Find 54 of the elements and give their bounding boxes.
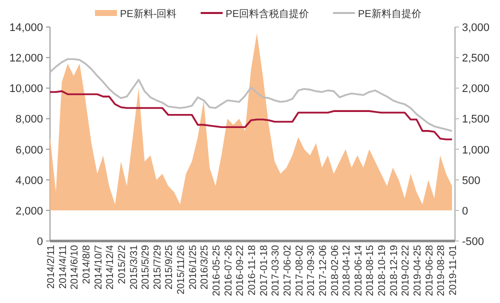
x-tick-label: 2019-08-28	[436, 244, 448, 296]
x-tick-label: 2016-09-22	[235, 244, 246, 296]
x-tick-label: 2018-06-14	[353, 244, 364, 296]
x-tick-label: 2017-01-18	[258, 244, 270, 296]
y-tick-label: 2,000	[15, 205, 43, 218]
y2-tick-label: 3,000	[462, 22, 490, 34]
x-tick-label: 2016/3/25	[200, 244, 211, 290]
legend-label: PE新料自提价	[358, 8, 422, 20]
x-tick-label: 2015/2/2	[116, 244, 128, 284]
y2-tick-label: -500	[462, 236, 484, 248]
x-tick-label: 2016-11-18	[247, 244, 258, 296]
x-tick-label: 2019-11-01	[448, 244, 459, 296]
x-tick-label: 2017-12-06	[318, 244, 329, 296]
y-tick-label: 0	[36, 236, 43, 248]
x-tick-label: 2018-04-12	[342, 244, 353, 296]
x-tick-label: 2016/1/25	[188, 244, 199, 290]
x-tick-label: 2018-10-19	[377, 244, 388, 296]
y-tick-label: 6,000	[15, 144, 43, 156]
x-tick-label: 2015/9/25	[164, 244, 176, 290]
x-tick-label: 2015/5/29	[140, 244, 152, 290]
x-tick-label: 2015/7/29	[152, 244, 164, 290]
y-tick-label: 10,000	[9, 83, 43, 96]
x-tick-label: 2016-05-25	[212, 244, 223, 296]
x-tick-label: 2014/6/10	[70, 244, 81, 290]
x-tick-label: 2018-08-15	[365, 244, 376, 296]
x-tick-label: 2019-06-28	[424, 244, 436, 296]
x-tick-label: 2017-08-02	[294, 244, 306, 296]
y2-tick-label: 0	[462, 205, 468, 218]
x-tick-label: 2014/8/8	[81, 244, 92, 284]
x-tick-label: 2019-04-25	[412, 244, 424, 296]
x-tick-label: 2014/2/11	[46, 244, 57, 289]
x-tick-label: 2017-09-30	[306, 244, 318, 296]
y-tick-label: 8,000	[15, 114, 43, 126]
y2-tick-label: 2,000	[462, 83, 490, 96]
y2-tick-label: 1,000	[462, 144, 490, 156]
x-tick-label: 2018-12-19	[388, 244, 400, 296]
x-tick-label: 2015/3/31	[128, 244, 140, 290]
y2-tick-label: 2,500	[462, 52, 490, 65]
x-tick-label: 2017-03-30	[270, 244, 282, 296]
x-tick-label: 2017-06-02	[282, 244, 294, 296]
x-tick-label: 2014/10/7	[93, 244, 104, 290]
y-tick-label: 14,000	[9, 22, 43, 34]
y-tick-label: 12,000	[9, 52, 43, 65]
legend-label: PE回料含税自提价	[226, 8, 310, 20]
x-tick-label: 2019-02-22	[400, 244, 412, 296]
x-tick-label: 2016-07-26	[223, 244, 234, 296]
y2-tick-label: 1,500	[462, 114, 490, 126]
y2-tick-label: 500	[462, 174, 480, 187]
x-tick-label: 2014/12/4	[105, 244, 116, 290]
x-tick-label: 2018-02-06	[330, 244, 341, 296]
x-tick-label: 2015/11/26	[176, 244, 188, 294]
legend-label: PE新料-回料	[120, 8, 177, 20]
y-tick-label: 4,000	[15, 174, 43, 187]
x-tick-label: 2014/4/11	[58, 244, 69, 289]
